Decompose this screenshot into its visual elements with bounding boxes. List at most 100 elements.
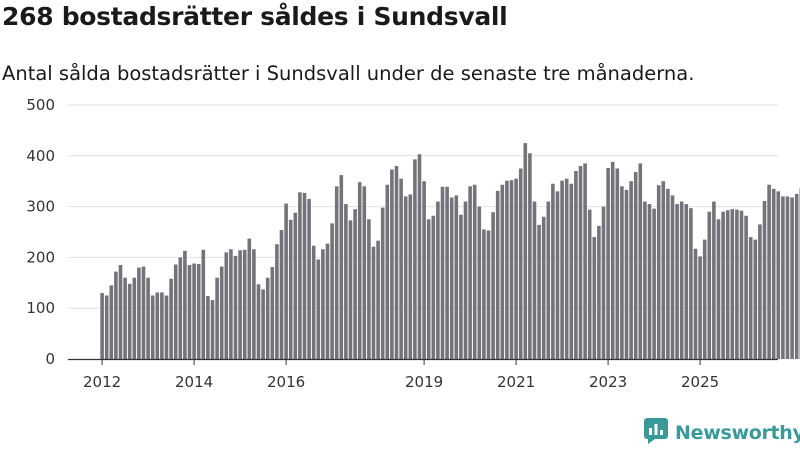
bar [587,209,592,359]
bar [348,220,353,359]
bar [610,161,615,359]
bar [583,163,587,359]
bar [344,204,348,359]
bar [560,180,564,359]
x-tick-label: 2023 [589,373,627,391]
bar [454,195,459,359]
bar [707,211,712,359]
bar [293,212,298,359]
bar [265,277,270,359]
bar [417,154,422,359]
bar [380,207,385,359]
bar [505,180,509,359]
bar [183,250,187,359]
bar [620,186,624,359]
bar [353,209,357,359]
y-tick-label: 100 [26,299,55,317]
bar [224,252,229,359]
bar [564,178,569,359]
x-tick-label: 2025 [681,373,719,391]
bar [477,206,482,359]
bar [748,237,753,359]
bar [656,185,661,359]
bar [794,193,799,359]
bar [555,191,560,359]
bar [735,209,739,359]
bar [698,256,702,359]
bar [146,277,150,359]
bar [670,195,675,359]
bar [689,208,693,359]
bar [592,237,597,359]
y-tick-label: 200 [26,248,55,266]
bar [123,277,127,359]
bar [546,201,551,359]
newsworthy-logo-icon [644,418,668,448]
bar [449,197,454,359]
bar [730,209,735,359]
bar [288,219,293,359]
bar [196,264,201,359]
bar [321,249,325,359]
bar [187,265,192,359]
bar [597,225,601,359]
bar-series [100,143,800,359]
bar [486,230,491,359]
bar [491,212,495,359]
bar [394,165,399,359]
bar [495,190,500,359]
bar [426,219,431,359]
bar [118,265,123,359]
bar [334,186,339,359]
bar [371,246,376,359]
bar [436,201,440,359]
bar [164,295,169,359]
bar [242,249,247,359]
brand-name: Newsworthy [675,422,800,444]
y-tick-label: 500 [26,96,55,114]
bar [247,238,252,359]
bar [284,203,288,359]
bar [523,143,528,359]
bar [541,216,546,359]
bar [270,267,275,359]
bar [666,188,670,359]
bar [137,267,141,359]
bar [578,165,583,359]
bar [509,180,514,359]
bar [302,192,307,359]
bar [390,169,394,359]
bar [532,201,537,359]
bar [215,277,219,359]
bar [675,204,679,359]
bar [679,201,684,359]
bar [100,292,104,359]
x-axis: 2012 2014 2016 2019 2021 2023 2025 [68,358,778,391]
bar [661,181,666,359]
bar [256,284,261,359]
bar [325,243,330,359]
bar [781,196,785,359]
y-tick-label: 400 [26,147,55,165]
bar [500,184,505,359]
bar [330,223,334,359]
bar [693,248,698,359]
bar [606,167,610,359]
bar [362,186,367,359]
bar [169,278,173,359]
bar [771,188,776,359]
bar [316,259,321,359]
bar [758,224,762,359]
bar [776,191,781,359]
bar [192,263,196,359]
bar [712,201,716,359]
bar [298,192,302,359]
bar [472,184,477,359]
bar [569,183,574,359]
brand: Newsworthy [644,418,800,448]
bar [767,184,771,359]
bar [528,153,532,359]
bar [422,181,426,359]
x-tick-label: 2014 [175,373,213,391]
